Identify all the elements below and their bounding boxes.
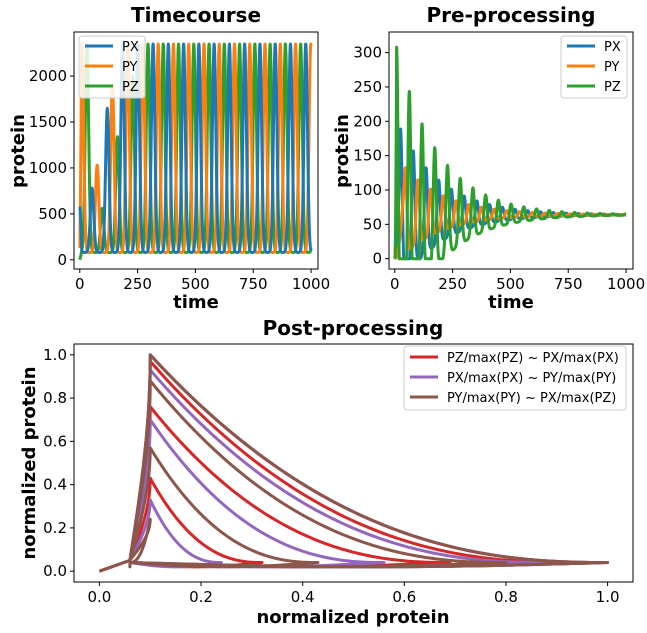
- preprocessing-ytick-label: 200: [353, 112, 382, 130]
- postprocessing-ytick-label: 1.0: [43, 346, 67, 364]
- postprocessing-title: Post-processing: [263, 316, 444, 340]
- postprocessing-ticks: 0.0 0.2 0.4 0.6 0.8 1.0 0.0 0.2 0.4 0.6 0.8 1.0: [43, 346, 619, 606]
- legend2-label-pz: PZ: [604, 80, 621, 95]
- preprocessing-panel: Pre-processing 0 250 500 750 1000 0 50 100 150 20…: [332, 3, 645, 313]
- postprocessing-series-brown: [98, 353, 610, 573]
- legend2-label-py: PY: [604, 60, 620, 75]
- postprocessing-ytick-label: 0.8: [43, 389, 67, 407]
- preprocessing-ytick-label: 150: [353, 147, 382, 165]
- timecourse-legend: PX PY PZ: [78, 35, 146, 99]
- postprocessing-ytick-label: 0.6: [43, 432, 67, 450]
- preprocessing-lines: [393, 45, 628, 261]
- postprocessing-axes-frame: [73, 343, 634, 583]
- timecourse-title: Timecourse: [131, 3, 261, 27]
- preprocessing-xtick-label: 750: [554, 275, 583, 293]
- preprocessing-ytick-label: 300: [353, 44, 382, 62]
- postprocessing-panel: Post-processing 0.0 0.2 0.4 0.6 0.8 1.0 0.0 0.2…: [19, 316, 634, 628]
- preprocessing-xtick-label: 1000: [607, 275, 645, 293]
- preprocessing-ylabel: protein: [332, 114, 353, 188]
- postprocessing-xtick-label: 0.6: [392, 588, 416, 606]
- timecourse-ytick-label: 0: [57, 251, 67, 269]
- timecourse-xtick-label: 0: [75, 275, 85, 293]
- legend-label-pz: PZ: [122, 80, 139, 95]
- timecourse-xlabel: time: [173, 292, 219, 313]
- timecourse-ytick-label: 2000: [29, 67, 67, 85]
- postprocessing-xtick-label: 0.4: [291, 588, 315, 606]
- preprocessing-xtick-label: 250: [438, 275, 467, 293]
- timecourse-lines: [78, 42, 313, 261]
- preprocessing-xtick-label: 0: [390, 275, 400, 293]
- timecourse-series-px: [78, 42, 313, 254]
- preprocessing-axes-frame: [388, 31, 634, 270]
- timecourse-xtick-label: 500: [181, 275, 210, 293]
- preprocessing-ytick-label: 250: [353, 78, 382, 96]
- postprocessing-legend: PZ/max(PZ) ~ PX/max(PX) PX/max(PX) ~ PY/…: [403, 345, 627, 411]
- timecourse-ytick-label: 1500: [29, 113, 67, 131]
- timecourse-ylabel: protein: [8, 114, 29, 188]
- preprocessing-series-pz: [393, 45, 628, 261]
- preprocessing-ytick-label: 50: [363, 215, 382, 233]
- preprocessing-ytick-label: 0: [372, 250, 382, 268]
- legend3-label-purple: PX/max(PX) ~ PY/max(PY): [447, 371, 616, 386]
- postprocessing-xtick-label: 1.0: [596, 588, 620, 606]
- timecourse-panel: Timecourse 0 250 500 750 1000 0 500 1000 1500 200…: [8, 3, 330, 313]
- postprocessing-lines: [98, 353, 610, 573]
- postprocessing-xlabel: normalized protein: [256, 607, 449, 628]
- postprocessing-xtick-label: 0.8: [494, 588, 518, 606]
- preprocessing-ytick-label: 100: [353, 181, 382, 199]
- postprocessing-xtick-label: 0.2: [189, 588, 213, 606]
- preprocessing-legend: PX PY PZ: [560, 35, 628, 99]
- preprocessing-title: Pre-processing: [427, 3, 596, 27]
- timecourse-ytick-label: 1000: [29, 159, 67, 177]
- postprocessing-ytick-label: 0.4: [43, 476, 67, 494]
- timecourse-ticks: 0 250 500 750 1000 0 500 1000 1500 2000: [29, 67, 330, 293]
- legend3-label-brown: PY/max(PY) ~ PX/max(PZ): [447, 391, 616, 406]
- timecourse-series-py: [78, 42, 313, 254]
- preprocessing-ticks: 0 250 500 750 1000 0 50 100 150 200 250 300: [353, 44, 645, 293]
- postprocessing-ytick-label: 0.0: [43, 562, 67, 580]
- timecourse-xtick-label: 1000: [292, 275, 330, 293]
- timecourse-xtick-label: 250: [123, 275, 152, 293]
- postprocessing-legend-box: [403, 345, 627, 411]
- preprocessing-xtick-label: 500: [496, 275, 525, 293]
- preprocessing-xlabel: time: [488, 292, 534, 313]
- timecourse-axes-frame: [73, 31, 319, 270]
- postprocessing-ylabel: normalized protein: [19, 366, 40, 559]
- legend3-label-red: PZ/max(PZ) ~ PX/max(PX): [447, 351, 619, 366]
- legend-label-px: PX: [122, 40, 139, 55]
- postprocessing-ytick-label: 0.2: [43, 519, 67, 537]
- legend2-label-px: PX: [604, 40, 621, 55]
- timecourse-xtick-label: 750: [239, 275, 268, 293]
- legend-label-py: PY: [122, 60, 138, 75]
- postprocessing-xtick-label: 0.0: [87, 588, 111, 606]
- timecourse-ytick-label: 500: [38, 205, 67, 223]
